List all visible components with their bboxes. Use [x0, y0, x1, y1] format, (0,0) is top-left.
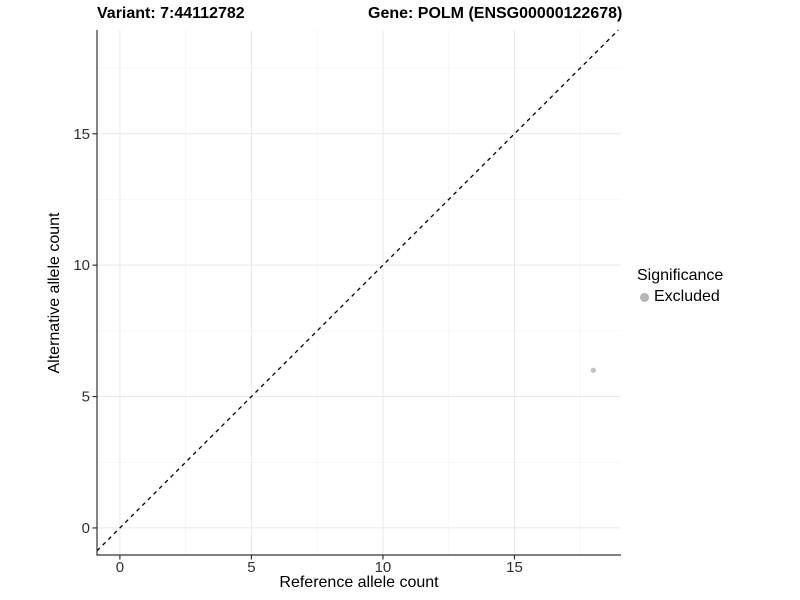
legend-entry-label: Excluded: [654, 288, 720, 305]
y-tick-label: 10: [73, 257, 90, 274]
x-tick-label: 0: [116, 559, 124, 576]
x-tick-label: 5: [247, 559, 255, 576]
x-axis-title: Reference allele count: [279, 574, 439, 591]
legend: Significance Excluded: [637, 267, 723, 306]
plot-title-gene: Gene: POLM (ENSG00000122678): [368, 5, 623, 22]
y-tick-label: 15: [73, 126, 90, 143]
legend-title: Significance: [637, 267, 724, 284]
identity-dashed-line: [96, 29, 619, 552]
plot-title-variant: Variant: 7:44112782: [97, 5, 245, 22]
legend-key-dot: [640, 292, 649, 302]
data-point: [590, 367, 597, 373]
x-tick-label: 10: [375, 559, 392, 576]
x-tick-label: 15: [506, 559, 523, 576]
legend-entry-excluded: Excluded: [637, 288, 723, 306]
y-tick-label: 5: [82, 389, 90, 406]
y-tick-label: 0: [82, 520, 90, 537]
y-axis-title: Alternative allele count: [46, 212, 63, 374]
